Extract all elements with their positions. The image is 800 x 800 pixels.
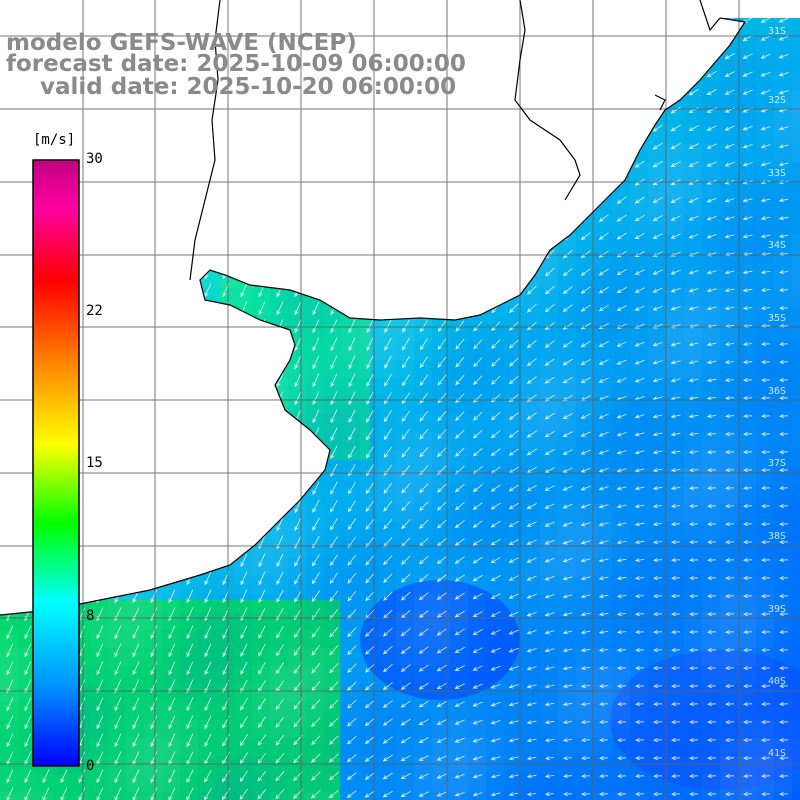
lat-label-33s: 33S xyxy=(768,168,787,179)
colorbar-tick-30: 30 xyxy=(86,151,103,167)
lat-label-39s: 39S xyxy=(768,604,787,615)
lat-label-36s: 36S xyxy=(768,386,787,397)
colorbar-tick-22: 22 xyxy=(86,303,103,319)
lat-label-40s: 40S xyxy=(768,676,787,687)
lat-label-37s: 37S xyxy=(768,458,787,469)
colorbar-tick-8: 8 xyxy=(86,608,95,624)
title-forecast-date: forecast date: 2025-10-09 06:00:00 xyxy=(6,51,466,77)
lat-label-35s: 35S xyxy=(768,313,787,324)
colorbar-units: [m/s] xyxy=(33,132,76,148)
lat-label-31s: 31S xyxy=(768,26,787,37)
lat-label-41s: 41S xyxy=(768,748,787,759)
colorbar xyxy=(32,159,80,767)
lat-label-38s: 38S xyxy=(768,531,787,542)
title-model: modelo GEFS-WAVE (NCEP) xyxy=(6,30,357,56)
colorbar-tick-0: 0 xyxy=(86,758,95,774)
lat-label-32s: 32S xyxy=(768,95,787,106)
coastline xyxy=(0,0,747,616)
colorbar-tick-15: 15 xyxy=(86,455,103,471)
lat-label-34s: 34S xyxy=(768,240,787,251)
title-valid-date: valid date: 2025-10-20 06:00:00 xyxy=(40,74,457,100)
